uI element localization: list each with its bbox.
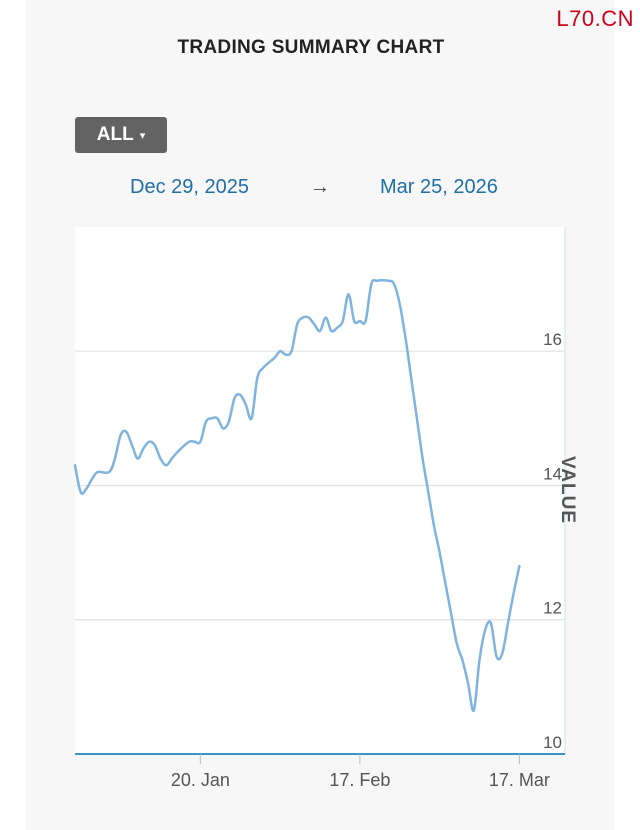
y-tick-label: 14 (543, 464, 562, 483)
range-selector-button[interactable]: ALL ▾ (75, 117, 167, 153)
series-line (73, 278, 521, 712)
x-tick-label: 17. Mar (489, 770, 550, 790)
y-tick-label: 10 (543, 733, 562, 752)
caret-down-icon: ▾ (139, 129, 146, 142)
y-tick-label: 16 (543, 330, 562, 349)
x-tick-label: 20. Jan (171, 770, 230, 790)
y-tick-label: 12 (543, 599, 562, 618)
chart-title: TRADING SUMMARY CHART (177, 37, 445, 58)
y-axis-title: VALUE (557, 456, 578, 524)
range-selector-label: ALL (96, 124, 134, 145)
plot-area (75, 227, 565, 754)
x-tick-label: 17. Feb (329, 770, 390, 790)
date-from[interactable]: Dec 29, 2025 (130, 176, 249, 198)
watermark: L70.CN (556, 6, 634, 31)
arrow-right-icon: → (310, 176, 330, 198)
date-to[interactable]: Mar 25, 2026 (380, 176, 498, 198)
